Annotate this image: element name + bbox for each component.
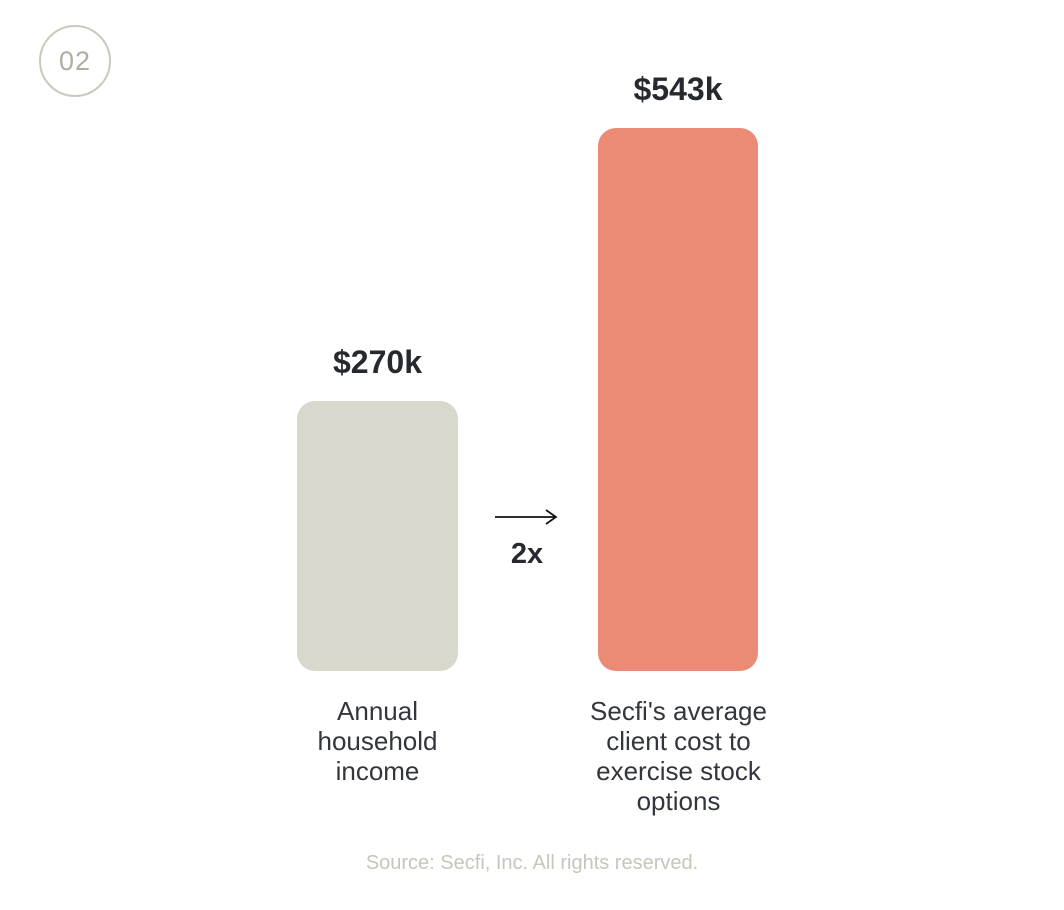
bar-annual-income	[297, 401, 458, 671]
multiplier-annotation: 2x	[481, 508, 573, 571]
value-label-annual-income: $270k	[333, 344, 422, 380]
bar-group-annual-income: $270k	[297, 344, 458, 671]
slide-number: 02	[58, 45, 92, 76]
value-label-exercise-cost: $543k	[633, 71, 723, 107]
bar-group-exercise-cost: $543k	[598, 71, 758, 671]
source-attribution: Source: Secfi, Inc. All rights reserved.	[365, 852, 699, 874]
slide-number-badge: 02	[39, 25, 111, 97]
caption-annual-income: Annual household income	[317, 696, 438, 786]
caption-exercise-cost: Secfi's average client cost to exercise …	[590, 696, 767, 816]
arrow-right-icon	[495, 509, 558, 525]
multiplier-label: 2x	[510, 538, 544, 570]
bar-exercise-cost	[598, 128, 758, 671]
